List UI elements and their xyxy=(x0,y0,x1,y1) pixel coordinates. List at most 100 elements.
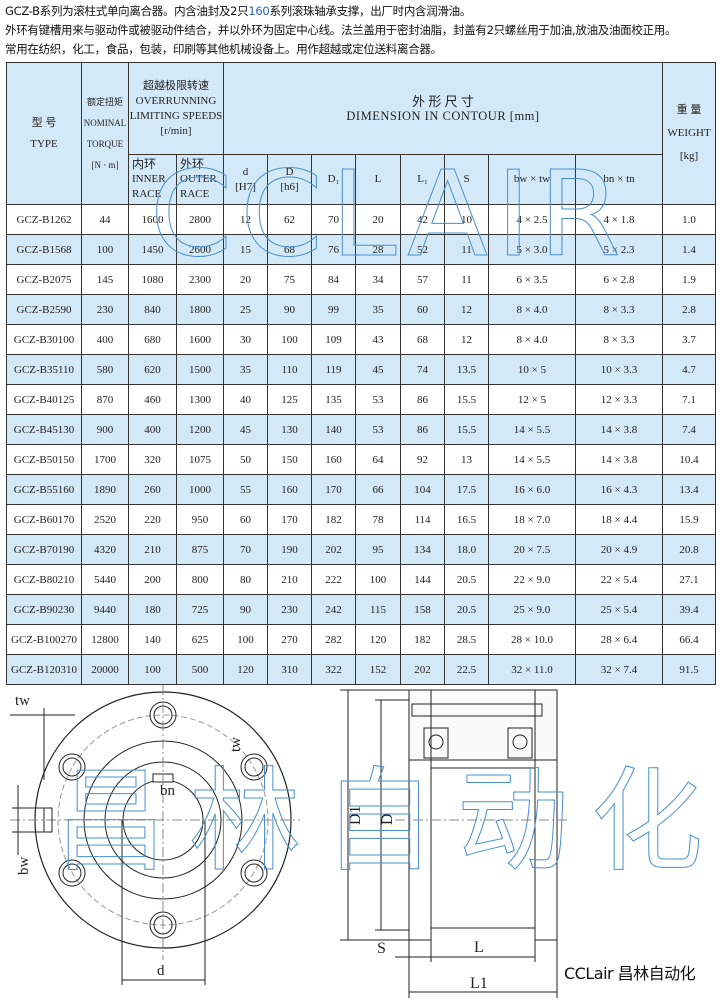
cell-S: 20.5 xyxy=(444,564,489,595)
label-tw-2: tw xyxy=(228,737,244,752)
header-torque-unit: [N · m] xyxy=(91,159,119,170)
cell-S: 20.5 xyxy=(444,594,489,625)
label-L: L xyxy=(474,939,484,956)
cell-bw-tw: 28 × 10.0 xyxy=(488,624,576,655)
cell-L: 34 xyxy=(355,264,401,295)
intro-line-1: GCZ-B系列为滚柱式单向离合器。内含油封及2只160系列滚珠轴承支撑，出厂时内… xyxy=(5,2,676,21)
cell-type: GCZ-B90230 xyxy=(6,594,82,625)
cell-L: 152 xyxy=(355,654,401,685)
header-speeds: 超越极限转速 OVERRUNNING LIMITING SPEEDS [r/min] xyxy=(128,62,224,155)
cell-bw-tw: 20 × 7.5 xyxy=(488,534,576,565)
header-outer-en2: RACE xyxy=(180,188,210,200)
cell-type: GCZ-B1568 xyxy=(6,234,82,265)
cell-torque: 5440 xyxy=(81,564,129,595)
cell-D: 100 xyxy=(267,324,312,355)
cell-d: 25 xyxy=(223,294,268,325)
cell-bw-tw: 4 × 2.5 xyxy=(488,204,576,235)
cell-L1: 60 xyxy=(400,294,445,325)
cell-type: GCZ-B35110 xyxy=(6,354,82,385)
cell-L1: 202 xyxy=(400,654,445,685)
cell-outer-race-speed: 2600 xyxy=(176,234,224,265)
cell-outer-race-speed: 1000 xyxy=(176,474,224,505)
cell-outer-race-speed: 875 xyxy=(176,534,224,565)
header-d-tol: [H7] xyxy=(235,180,256,193)
cell-bw-tw: 32 × 11.0 xyxy=(488,654,576,685)
header-d-label: d xyxy=(242,165,249,178)
cell-inner-race-speed: 140 xyxy=(128,624,177,655)
cell-D1: 160 xyxy=(311,444,356,475)
cell-S: 11 xyxy=(444,234,489,265)
header-inner-cn: 内环 xyxy=(132,157,157,171)
cell-type: GCZ-B80210 xyxy=(6,564,82,595)
cell-L1: 74 xyxy=(400,354,445,385)
cell-type: GCZ-B2075 xyxy=(6,264,82,295)
header-speeds-unit: [r/min] xyxy=(160,124,192,137)
cell-D: 68 xyxy=(267,234,312,265)
cell-bw-tw: 14 × 5.5 xyxy=(488,414,576,445)
cell-inner-race-speed: 320 xyxy=(128,444,177,475)
cell-D: 210 xyxy=(267,564,312,595)
cell-S: 15.5 xyxy=(444,384,489,415)
cell-d: 60 xyxy=(223,504,268,535)
cell-D: 62 xyxy=(267,204,312,235)
technical-drawing: tw bn tw bw d D1 D S L L1 昌林自动化 xyxy=(10,685,725,998)
header-type-cn: 型 号 xyxy=(31,116,57,129)
cell-outer-race-speed: 1500 xyxy=(176,354,224,385)
cell-D1: 202 xyxy=(311,534,356,565)
cell-L: 53 xyxy=(355,414,401,445)
cell-L1: 144 xyxy=(400,564,445,595)
cell-L1: 86 xyxy=(400,414,445,445)
watermark-cclair-cn: 昌林自动化 xyxy=(55,757,725,887)
cell-L1: 134 xyxy=(400,534,445,565)
cell-D: 310 xyxy=(267,654,312,685)
header-D: D [h6] xyxy=(267,154,312,205)
cell-type: GCZ-B55160 xyxy=(6,474,82,505)
cell-bn-tn: 12 × 3.3 xyxy=(575,384,663,415)
cell-torque: 4320 xyxy=(81,534,129,565)
cell-bw-tw: 22 × 9.0 xyxy=(488,564,576,595)
header-L1: L₁ xyxy=(400,154,445,205)
cell-weight: 39.4 xyxy=(662,594,716,625)
header-torque-en2: TORQUE xyxy=(86,138,124,149)
cell-inner-race-speed: 100 xyxy=(128,654,177,685)
cell-outer-race-speed: 800 xyxy=(176,564,224,595)
cell-inner-race-speed: 180 xyxy=(128,594,177,625)
cell-type: GCZ-B30100 xyxy=(6,324,82,355)
header-dimension-cn: 外 形 尺 寸 xyxy=(412,93,474,109)
cell-D1: 99 xyxy=(311,294,356,325)
cell-D: 170 xyxy=(267,504,312,535)
cell-bn-tn: 10 × 3.3 xyxy=(575,354,663,385)
cell-bw-tw: 8 × 4.0 xyxy=(488,324,576,355)
cell-bw-tw: 18 × 7.0 xyxy=(488,504,576,535)
cell-weight: 1.0 xyxy=(662,204,716,235)
header-S: S xyxy=(444,154,489,205)
table-row: GCZ-B80210 5440 200 800 80 210 222 100 144 20.5 22… xyxy=(6,564,716,595)
cell-weight: 10.4 xyxy=(662,444,716,475)
table-row: GCZ-B60170 2520 220 950 60 170 182 78 114 16.5 18 … xyxy=(6,504,716,535)
header-outer-race: 外环 OUTER RACE xyxy=(176,154,224,205)
cell-weight: 66.4 xyxy=(662,624,716,655)
header-torque: 额定扭矩 NOMINAL TORQUE [N · m] xyxy=(81,62,129,205)
cell-D1: 135 xyxy=(311,384,356,415)
label-D: D xyxy=(379,813,396,825)
cell-bn-tn: 14 × 3.8 xyxy=(575,444,663,475)
table-row: GCZ-B40125 870 460 1300 40 125 135 53 86 15.5 12 ×… xyxy=(6,384,716,415)
table-row: GCZ-B2590 230 840 1800 25 90 99 35 60 12 8 × 4.0 8 … xyxy=(6,294,716,325)
intro-line-1-c: 系列滚珠轴承支撑，出厂时内含润滑油。 xyxy=(269,4,472,18)
header-inner-race: 内环 INNER RACE xyxy=(128,154,177,205)
cell-inner-race-speed: 400 xyxy=(128,414,177,445)
header-torque-en1: NOMINAL xyxy=(83,117,127,128)
table-row: GCZ-B2075 145 1080 2300 20 75 84 34 57 11 6 × 3.5 6… xyxy=(6,264,716,295)
cell-d: 45 xyxy=(223,414,268,445)
cell-bn-tn: 28 × 6.4 xyxy=(575,624,663,655)
cell-D1: 76 xyxy=(311,234,356,265)
cell-type: GCZ-B45130 xyxy=(6,414,82,445)
cell-inner-race-speed: 460 xyxy=(128,384,177,415)
cell-outer-race-speed: 1600 xyxy=(176,324,224,355)
cell-L1: 158 xyxy=(400,594,445,625)
header-L: L xyxy=(355,154,401,205)
cell-outer-race-speed: 1800 xyxy=(176,294,224,325)
cell-torque: 900 xyxy=(81,414,129,445)
header-inner-en1: INNER xyxy=(132,173,166,185)
